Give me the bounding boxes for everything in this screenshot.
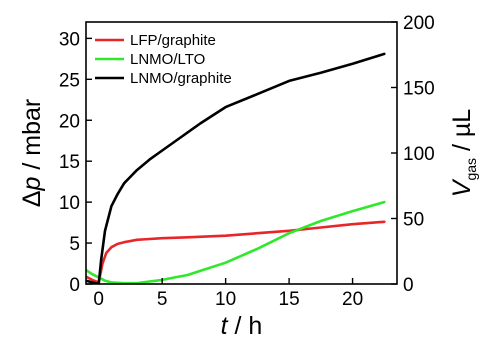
y-left-variable: p (18, 177, 46, 192)
y-right-unit: / µL (448, 109, 476, 158)
series-line-lnmo-graphite (86, 52, 386, 284)
series-line-lnmo-lto (86, 200, 386, 284)
y-right-tick-label: 0 (403, 275, 414, 296)
y-left-axis-label: Δp / mbar (18, 99, 46, 207)
y-left-tick-label: 5 (69, 234, 80, 255)
x-tick-label: 0 (93, 289, 104, 310)
y-right-tick-label: 100 (403, 144, 435, 165)
x-axis-label: t / h (221, 312, 263, 340)
y-right-axis-label: Vgas / µL (448, 109, 479, 198)
y-left-tick-label: 15 (59, 152, 80, 173)
legend-label: LNMO/graphite (130, 70, 232, 87)
x-tick-label: 5 (157, 289, 168, 310)
y-left-tick-label: 10 (59, 193, 80, 214)
y-right-tick-label: 200 (403, 13, 435, 34)
y-left-tick-label: 20 (59, 111, 80, 132)
y-right-variable: V (448, 178, 476, 197)
y-left-prefix: Δ (18, 191, 46, 208)
y-right-tick-label: 50 (403, 210, 424, 231)
y-left-tick-label: 0 (69, 275, 80, 296)
y-right-tick-label: 150 (403, 79, 435, 100)
y-right-subscript: gas (463, 158, 479, 181)
y-left-tick-label: 30 (59, 29, 80, 50)
x-tick-label: 15 (279, 289, 300, 310)
y-left-unit: / mbar (18, 99, 46, 177)
legend-label: LFP/graphite (130, 32, 216, 49)
series-line-lfp-graphite (86, 220, 386, 284)
x-tick-label: 20 (342, 289, 363, 310)
y-left-tick-label: 25 (59, 70, 80, 91)
legend: LFP/graphite LNMO/LTO LNMO/graphite (95, 32, 232, 87)
legend-label: LNMO/LTO (130, 51, 205, 68)
x-axis-unit: / h (228, 312, 263, 340)
x-tick-label: 10 (215, 289, 236, 310)
x-axis-variable: t (221, 312, 229, 340)
series-layer (86, 52, 386, 284)
